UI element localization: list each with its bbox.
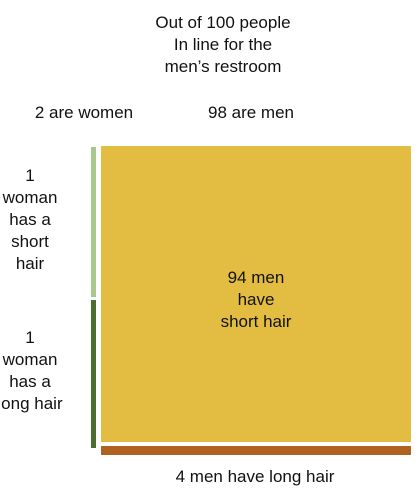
men-long-hair-bar xyxy=(101,446,411,455)
women-long-hair-label: 1 woman has a long hair xyxy=(0,328,63,413)
diagram-title: Out of 100 people In line for the men’s … xyxy=(155,13,291,76)
women-short-hair-bar xyxy=(91,147,96,297)
women-long-hair-bar xyxy=(91,300,96,448)
men-short-hair-label: 94 men have short hair xyxy=(220,268,292,331)
men-long-hair-label: 4 men have long hair xyxy=(175,467,335,486)
men-group-header: 98 are men xyxy=(208,103,294,122)
men-short-hair-block xyxy=(101,146,411,442)
women-short-hair-label: 1 woman has a short hair xyxy=(2,166,58,273)
women-group-header: 2 are women xyxy=(34,103,134,122)
